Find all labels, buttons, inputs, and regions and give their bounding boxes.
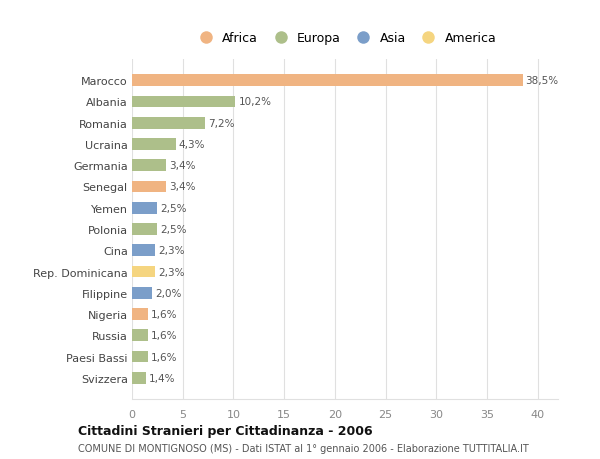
Bar [132, 372, 146, 384]
Bar [132, 118, 205, 129]
Bar [132, 160, 166, 172]
Text: 1,6%: 1,6% [151, 309, 178, 319]
Bar [132, 308, 148, 320]
Text: 2,0%: 2,0% [155, 288, 182, 298]
Text: 2,3%: 2,3% [158, 267, 185, 277]
Bar [132, 96, 235, 108]
Text: 2,3%: 2,3% [158, 246, 185, 256]
Bar [132, 181, 166, 193]
Bar [132, 266, 155, 278]
Text: 3,4%: 3,4% [170, 161, 196, 171]
Bar [132, 202, 157, 214]
Text: 4,3%: 4,3% [179, 140, 205, 150]
Bar [132, 287, 152, 299]
Text: 2,5%: 2,5% [160, 203, 187, 213]
Text: 38,5%: 38,5% [526, 76, 559, 86]
Bar [132, 245, 155, 257]
Legend: Africa, Europa, Asia, America: Africa, Europa, Asia, America [194, 32, 496, 45]
Text: 7,2%: 7,2% [208, 118, 235, 129]
Text: 1,6%: 1,6% [151, 330, 178, 341]
Bar [132, 224, 157, 235]
Bar [132, 351, 148, 363]
Text: 1,4%: 1,4% [149, 373, 176, 383]
Text: COMUNE DI MONTIGNOSO (MS) - Dati ISTAT al 1° gennaio 2006 - Elaborazione TUTTITA: COMUNE DI MONTIGNOSO (MS) - Dati ISTAT a… [78, 443, 529, 453]
Text: 3,4%: 3,4% [170, 182, 196, 192]
Text: 2,5%: 2,5% [160, 224, 187, 235]
Bar [132, 139, 176, 151]
Bar [132, 75, 523, 87]
Bar [132, 330, 148, 341]
Text: 10,2%: 10,2% [239, 97, 271, 107]
Text: 1,6%: 1,6% [151, 352, 178, 362]
Text: Cittadini Stranieri per Cittadinanza - 2006: Cittadini Stranieri per Cittadinanza - 2… [78, 425, 373, 437]
